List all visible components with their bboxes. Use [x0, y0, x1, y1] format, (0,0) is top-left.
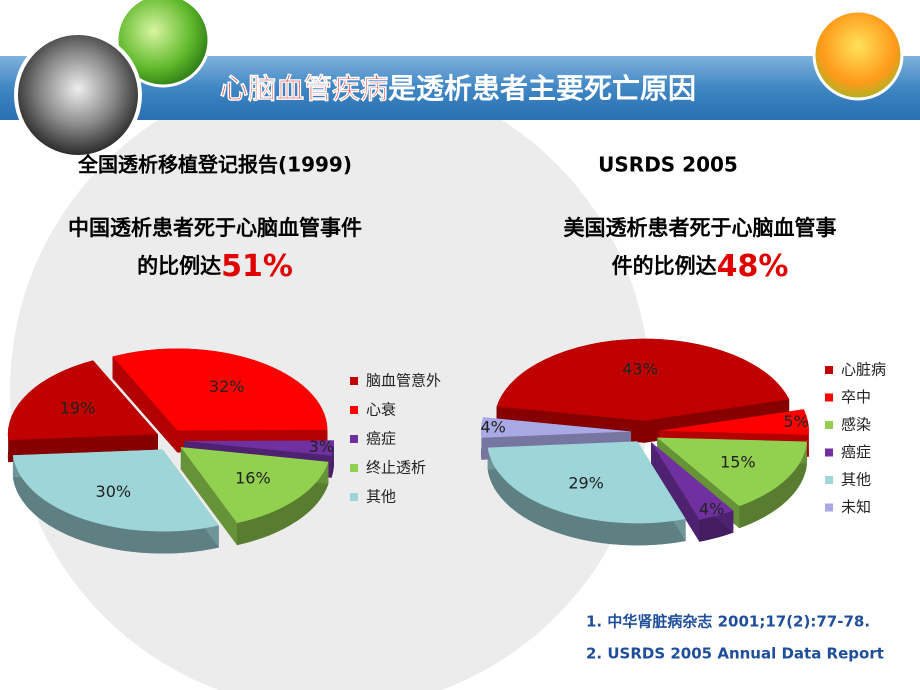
pie-slice — [658, 409, 809, 435]
pie-slice — [183, 440, 334, 456]
legend-swatch — [825, 476, 833, 484]
legend-swatch — [825, 421, 833, 429]
chart-source: 全国透析移植登记报告(1999) — [77, 153, 352, 177]
data-label: 4% — [480, 417, 505, 436]
legend-label: 其他 — [366, 488, 396, 506]
legend-label: 感染 — [841, 416, 871, 434]
slide-title: 心脑血管疾病是透析患者主要死亡原因 — [220, 72, 696, 105]
subtitle-highlight: 51% — [221, 249, 293, 284]
pie — [7, 348, 334, 554]
pie-slice — [496, 338, 790, 421]
reference: 2. USRDS 2005 Annual Data Report — [586, 645, 884, 663]
pie-rim — [12, 455, 219, 554]
reference: 1. 中华肾脏病杂志 2001;17(2):77-78. — [586, 613, 870, 631]
legend-swatch — [825, 503, 833, 512]
legend-swatch — [350, 493, 358, 501]
data-label: 29% — [568, 473, 604, 492]
data-label: 4% — [699, 499, 724, 518]
pie-slice — [651, 442, 734, 520]
legend-label: 癌症 — [841, 443, 871, 461]
data-label: 15% — [720, 452, 756, 471]
data-label: 43% — [622, 360, 658, 379]
legend-label: 心脏病 — [841, 361, 886, 379]
leaf-image — [115, 0, 211, 88]
chart-subtitle: 中国透析患者死于心脑血管事件 — [68, 216, 362, 240]
pie-side — [180, 447, 238, 546]
data-label: 16% — [235, 469, 271, 488]
data-label: 3% — [309, 437, 334, 456]
chart-subtitle: 件的比例达48% — [612, 249, 789, 284]
legend-swatch — [825, 393, 833, 402]
legend-label: 癌症 — [366, 430, 396, 448]
legend-swatch — [350, 435, 358, 443]
pie-slice — [12, 449, 219, 532]
subtitle-text: 件的比例达 — [612, 254, 717, 278]
pie-rim — [739, 441, 807, 529]
legend-swatch — [350, 464, 358, 472]
data-label: 5% — [783, 412, 808, 431]
legend-swatch — [350, 377, 358, 385]
chart-subtitle: 的比例达51% — [137, 249, 293, 284]
pie-slice — [180, 447, 329, 524]
subtitle-highlight: 48% — [717, 249, 789, 284]
legend-swatch — [825, 366, 833, 374]
legend-swatch — [350, 406, 358, 414]
data-label: 19% — [60, 398, 96, 417]
pie-slice — [112, 348, 328, 431]
pie-slice — [487, 441, 686, 524]
pie — [481, 338, 809, 546]
tulip-image — [812, 9, 904, 101]
pie-side — [651, 442, 700, 542]
pie-slice — [7, 360, 158, 441]
legend-label: 未知 — [841, 498, 871, 516]
pie-slice — [481, 417, 632, 438]
subtitle-text: 的比例达 — [137, 254, 221, 278]
legend-swatch — [825, 448, 833, 457]
pie-rim — [237, 461, 329, 546]
data-label: 32% — [209, 377, 245, 396]
legend-label: 终止透析 — [366, 459, 426, 477]
title-rest: 是透析患者主要死亡原因 — [388, 72, 696, 105]
legend-label: 脑血管意外 — [366, 372, 441, 390]
legend-label: 卒中 — [841, 388, 871, 406]
chart-source: USRDS 2005 — [598, 153, 738, 177]
legend-label: 心衰 — [366, 401, 396, 419]
dandelion-image — [14, 31, 142, 159]
chart-subtitle: 美国透析患者死于心脑血管事 — [564, 216, 837, 240]
title-highlight: 心脑血管疾病 — [220, 72, 388, 105]
legend-label: 其他 — [841, 471, 871, 489]
pie-side — [112, 356, 178, 453]
pie-rim — [487, 447, 686, 546]
data-label: 30% — [96, 482, 132, 501]
pie-slice — [657, 437, 807, 507]
